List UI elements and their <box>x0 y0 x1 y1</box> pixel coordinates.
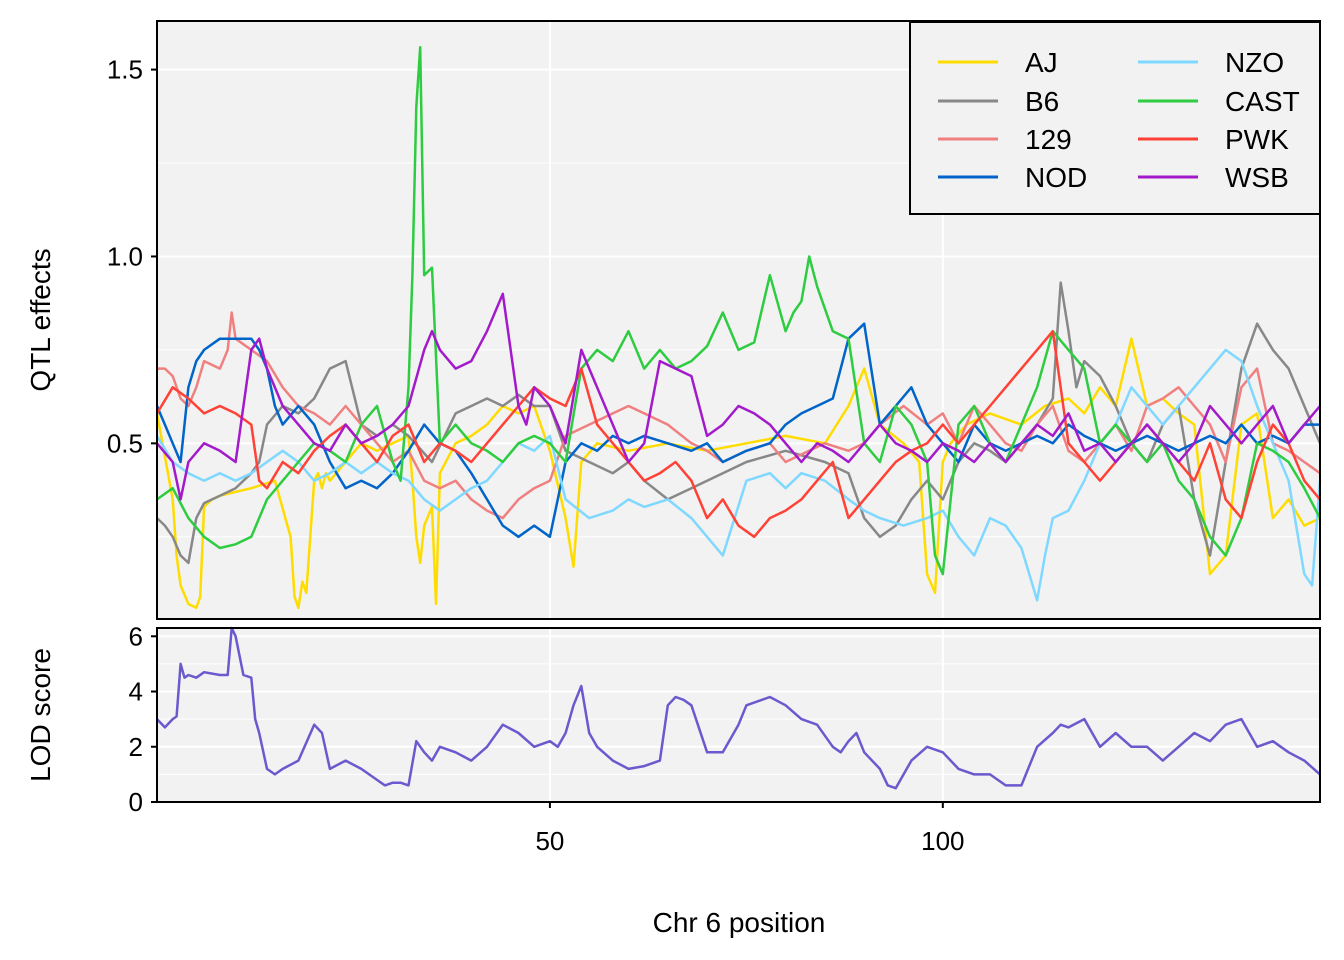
lod-score-panel: 0 2 4 6 50 100 LOD score Chr 6 position <box>25 621 1321 938</box>
x-tick-label: 100 <box>921 826 964 856</box>
y-tick-label: 1.5 <box>107 55 143 85</box>
legend-label: B6 <box>1025 86 1059 117</box>
legend: AJ B6 129 NOD NZO CAST PWK WSB <box>909 21 1321 215</box>
series-line-aj <box>155 337 1321 610</box>
x-axis-title: Chr 6 position <box>653 907 826 938</box>
y-tick-label: 6 <box>129 621 143 651</box>
bottom-panel-grid <box>157 628 1320 803</box>
legend-item-pwk: PWK <box>1138 124 1289 155</box>
bottom-panel-background <box>157 628 1320 802</box>
lod-line <box>156 626 1321 790</box>
y-tick-label: 2 <box>129 732 143 762</box>
legend-item-nod: NOD <box>938 162 1087 193</box>
legend-label: CAST <box>1225 86 1300 117</box>
y-tick-label: 0 <box>129 787 143 817</box>
y-tick-label: 4 <box>129 677 143 707</box>
series-line-cast <box>156 45 1322 576</box>
y-tick-label: 0.5 <box>107 428 143 458</box>
series-line-nod <box>155 322 1320 539</box>
legend-box <box>909 21 1321 215</box>
series-line-wsb <box>156 292 1321 501</box>
top-y-axis-title: QTL effects <box>25 248 56 391</box>
bottom-y-axis-title: LOD score <box>25 648 56 782</box>
legend-label: WSB <box>1225 162 1289 193</box>
top-y-axis: 0.5 1.0 1.5 <box>107 55 157 458</box>
y-tick-label: 1.0 <box>107 241 143 271</box>
x-axis: 50 100 <box>535 802 965 856</box>
legend-label: NZO <box>1225 47 1284 78</box>
bottom-panel-frame <box>156 627 1321 803</box>
top-panel-frame <box>156 20 1321 620</box>
lod-series-line <box>156 626 1321 790</box>
legend-item-aj: AJ <box>938 47 1058 78</box>
legend-label: PWK <box>1225 124 1289 155</box>
bottom-y-axis: 0 2 4 6 <box>129 621 157 817</box>
legend-label: NOD <box>1025 162 1087 193</box>
legend-item-129: 129 <box>938 124 1072 155</box>
legend-item-nzo: NZO <box>1138 47 1284 78</box>
legend-item-b6: B6 <box>938 86 1059 117</box>
legend-item-cast: CAST <box>1138 86 1300 117</box>
legend-item-wsb: WSB <box>1138 162 1289 193</box>
x-tick-label: 50 <box>535 826 564 856</box>
legend-label: AJ <box>1025 47 1058 78</box>
legend-label: 129 <box>1025 124 1072 155</box>
effect-lines <box>155 45 1322 610</box>
